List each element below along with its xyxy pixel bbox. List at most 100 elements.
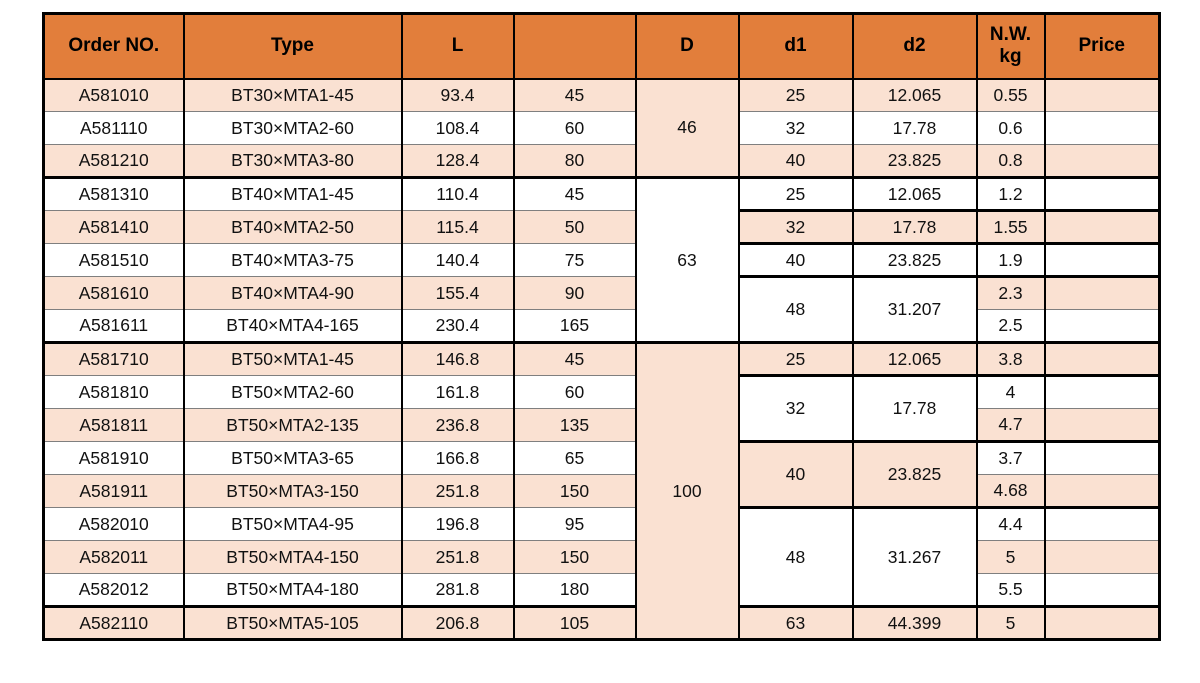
cell-l: 236.8 (400, 408, 515, 442)
column-header-l2 (512, 12, 637, 80)
cell-l2: 150 (512, 540, 637, 574)
cell-type: BT50×MTA4-95 (182, 507, 403, 541)
cell-order-no: A581610 (42, 276, 185, 310)
cell-nw-kg: 5 (975, 540, 1046, 574)
column-header-d: D (634, 12, 740, 80)
cell-price (1043, 441, 1161, 475)
cell-l: 206.8 (400, 606, 515, 640)
cell-price (1043, 540, 1161, 574)
cell-type: BT50×MTA1-45 (182, 342, 403, 376)
cell-order-no: A581611 (42, 309, 185, 344)
table-row: A581910 BT50×MTA3-65 166.8 65 40 23.825 3.7 (42, 441, 1161, 509)
cell-l2: 165 (512, 309, 637, 344)
cell-order-no: A582011 (42, 540, 185, 574)
cell-order-no: A581810 (42, 375, 185, 409)
table-row: A581110 BT30×MTA2-60 108.4 60 32 17.78 0.6 (42, 111, 1161, 145)
cell-order-no: A581910 (42, 441, 185, 475)
cell-d2: 31.207 (851, 276, 978, 344)
cell-nw-kg: 4.4 (975, 507, 1046, 541)
cell-price (1043, 573, 1161, 608)
table-row: A581410 BT40×MTA2-50 115.4 50 32 17.78 1.55 (42, 210, 1161, 245)
cell-d2: 12.065 (851, 342, 978, 377)
cell-d2: 17.78 (851, 375, 978, 443)
cell-l: 146.8 (400, 342, 515, 376)
table-row: A581810 BT50×MTA2-60 161.8 60 32 17.78 4 (42, 375, 1161, 443)
cell-d1: 25 (737, 177, 854, 212)
cell-l: 196.8 (400, 507, 515, 541)
cell-nw-kg: 1.9 (975, 243, 1046, 278)
cell-type: BT40×MTA1-45 (182, 177, 403, 211)
cell-nw-kg: 2.5 (975, 309, 1046, 344)
cell-l2: 45 (512, 177, 637, 211)
cell-d: 46 (634, 78, 740, 179)
column-header-d2: d2 (851, 12, 978, 80)
column-header-order-no: Order NO. (42, 12, 185, 80)
cell-l2: 45 (512, 78, 637, 112)
cell-l: 161.8 (400, 375, 515, 409)
cell-l: 128.4 (400, 144, 515, 179)
cell-order-no: A582010 (42, 507, 185, 541)
cell-nw-kg: 0.6 (975, 111, 1046, 145)
cell-type: BT50×MTA3-65 (182, 441, 403, 475)
cell-l: 108.4 (400, 111, 515, 145)
cell-nw-kg: 1.55 (975, 210, 1046, 245)
cell-d2: 31.267 (851, 507, 978, 608)
table-row: A581010 BT30×MTA1-45 93.4 45 46 25 12.065 0.55 (42, 78, 1161, 179)
cell-d1: 32 (737, 375, 854, 443)
cell-l: 251.8 (400, 474, 515, 508)
cell-type: BT30×MTA1-45 (182, 78, 403, 112)
cell-type: BT50×MTA4-180 (182, 573, 403, 608)
cell-l2: 75 (512, 243, 637, 277)
cell-price (1043, 276, 1161, 310)
cell-d1: 48 (737, 276, 854, 344)
cell-d: 100 (634, 342, 740, 640)
cell-d1: 48 (737, 507, 854, 608)
cell-price (1043, 342, 1161, 377)
cell-l: 110.4 (400, 177, 515, 211)
cell-d: 63 (634, 177, 740, 344)
cell-order-no: A581510 (42, 243, 185, 277)
cell-price (1043, 408, 1161, 443)
cell-d1: 63 (737, 606, 854, 640)
cell-nw-kg: 5 (975, 606, 1046, 640)
table-row: A581610 BT40×MTA4-90 155.4 90 48 31.207 2.3 (42, 276, 1161, 344)
table-row: A582011 BT50×MTA4-150 251.8 150 5 (42, 540, 1161, 574)
cell-l: 166.8 (400, 441, 515, 475)
cell-l: 140.4 (400, 243, 515, 277)
table-row: A581510 BT40×MTA3-75 140.4 75 40 23.825 1.9 (42, 243, 1161, 278)
cell-price (1043, 375, 1161, 409)
cell-price (1043, 507, 1161, 541)
cell-type: BT40×MTA3-75 (182, 243, 403, 277)
cell-nw-kg: 3.8 (975, 342, 1046, 377)
cell-d2: 44.399 (851, 606, 978, 640)
cell-d2: 17.78 (851, 111, 978, 145)
table-row: A581811 BT50×MTA2-135 236.8 135 4.7 (42, 408, 1161, 443)
cell-l: 115.4 (400, 210, 515, 244)
cell-l2: 180 (512, 573, 637, 608)
cell-d2: 17.78 (851, 210, 978, 245)
cell-nw-kg: 5.5 (975, 573, 1046, 608)
cell-d1: 32 (737, 210, 854, 245)
cell-nw-kg: 4.68 (975, 474, 1046, 509)
table-row: A581710 BT50×MTA1-45 146.8 45 100 25 12.065 3.8 (42, 342, 1161, 640)
cell-l2: 65 (512, 441, 637, 475)
cell-d1: 40 (737, 144, 854, 179)
cell-price (1043, 177, 1161, 212)
cell-l2: 150 (512, 474, 637, 508)
cell-type: BT30×MTA2-60 (182, 111, 403, 145)
cell-l2: 135 (512, 408, 637, 442)
cell-d2: 12.065 (851, 78, 978, 112)
cell-l2: 50 (512, 210, 637, 244)
cell-d2: 23.825 (851, 441, 978, 509)
cell-order-no: A581010 (42, 78, 185, 112)
table-row: A582110 BT50×MTA5-105 206.8 105 63 44.399 5 (42, 606, 1161, 640)
cell-l2: 105 (512, 606, 637, 640)
cell-type: BT50×MTA4-150 (182, 540, 403, 574)
table-row: A581310 BT40×MTA1-45 110.4 45 63 25 12.065 1.2 (42, 177, 1161, 344)
cell-order-no: A581310 (42, 177, 185, 211)
table-row: A581911 BT50×MTA3-150 251.8 150 4.68 (42, 474, 1161, 509)
cell-order-no: A581811 (42, 408, 185, 442)
cell-nw-kg: 0.55 (975, 78, 1046, 112)
